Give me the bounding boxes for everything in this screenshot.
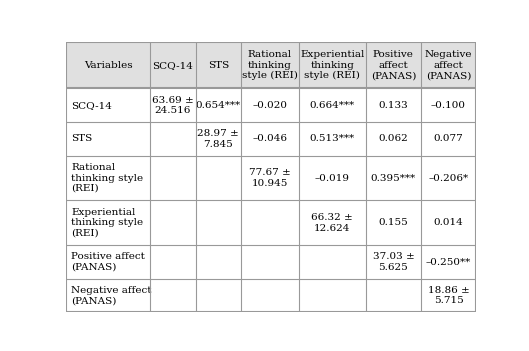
Text: Experiential
thinking
style (REI): Experiential thinking style (REI) [300,50,364,80]
Text: –0.020: –0.020 [252,101,287,110]
Text: –0.206*: –0.206* [428,173,469,183]
Text: 0.155: 0.155 [379,218,408,227]
Text: 0.062: 0.062 [379,134,408,143]
Text: Positive affect
(PANAS): Positive affect (PANAS) [71,252,145,272]
Text: –0.046: –0.046 [252,134,287,143]
Text: 0.513***: 0.513*** [309,134,355,143]
Text: –0.250**: –0.250** [426,258,471,266]
Text: –0.100: –0.100 [431,101,466,110]
Text: STS: STS [208,61,229,70]
Text: 63.69 ±
24.516: 63.69 ± 24.516 [152,95,194,115]
Text: STS: STS [71,134,92,143]
Text: 0.133: 0.133 [379,101,408,110]
Text: Positive
affect
(PANAS): Positive affect (PANAS) [371,51,416,80]
Text: SCQ-14: SCQ-14 [71,101,112,110]
Text: 0.014: 0.014 [434,218,463,227]
Text: Rational
thinking
style (REI): Rational thinking style (REI) [242,50,298,80]
Text: 0.077: 0.077 [434,134,463,143]
Text: 0.654***: 0.654*** [196,101,241,110]
Text: 66.32 ±
12.624: 66.32 ± 12.624 [312,213,353,232]
Text: –0.019: –0.019 [315,173,350,183]
Text: Experiential
thinking style
(REI): Experiential thinking style (REI) [71,208,143,238]
Text: Variables: Variables [84,61,132,70]
Text: 18.86 ±
5.715: 18.86 ± 5.715 [427,286,469,305]
Text: 37.03 ±
5.625: 37.03 ± 5.625 [372,252,414,272]
Text: Rational
thinking style
(REI): Rational thinking style (REI) [71,163,143,193]
Text: 28.97 ±
7.845: 28.97 ± 7.845 [197,129,239,148]
Text: SCQ-14: SCQ-14 [152,61,193,70]
Text: 77.67 ±
10.945: 77.67 ± 10.945 [249,168,291,188]
Text: 0.395***: 0.395*** [371,173,416,183]
Text: Negative
affect
(PANAS): Negative affect (PANAS) [425,51,472,80]
Bar [66,42,476,88]
Text: 0.664***: 0.664*** [309,101,355,110]
Text: Negative affect
(PANAS): Negative affect (PANAS) [71,286,151,305]
